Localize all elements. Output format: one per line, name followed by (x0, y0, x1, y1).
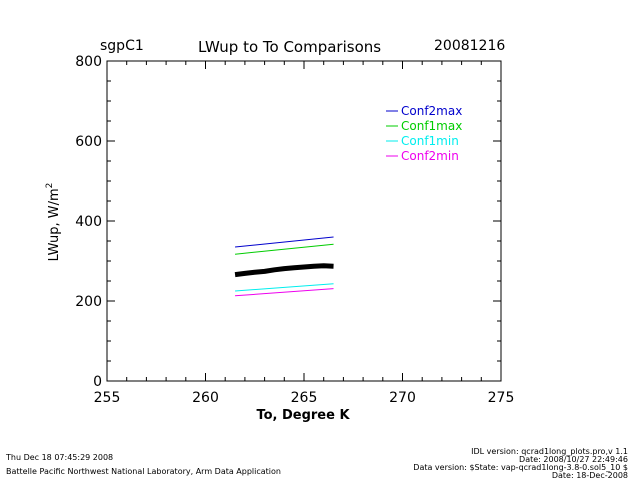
series-line-conf2min (235, 288, 334, 297)
series-line-observed (234, 263, 334, 278)
chart-series (234, 236, 334, 297)
y-tick-label: 0 (93, 374, 102, 390)
footer-timestamp: Thu Dec 18 07:45:29 2008 (6, 453, 114, 462)
legend-label-conf1min: Conf1min (401, 134, 459, 148)
footer-idl-date: Date: 2008/10/27 22:49:46 (519, 455, 628, 464)
y-axis-label-superscript: 2 (45, 183, 55, 189)
x-tick-label: 270 (389, 390, 416, 406)
footer-data-date: Date: 18-Dec-2008 (551, 471, 628, 480)
footer-lab: Battelle Pacific Northwest National Labo… (6, 467, 281, 476)
series-line-conf1max (234, 243, 334, 255)
footer-idl-version: IDL version: qcrad1long_plots.pro,v 1.1 (471, 447, 628, 456)
y-tick-label: 600 (75, 134, 102, 150)
chart-date: 20081216 (434, 38, 506, 54)
y-tick-label: 800 (75, 54, 102, 70)
legend-label-conf1max: Conf1max (401, 119, 462, 133)
y-tick-label: 400 (75, 214, 102, 230)
chart-axes: 255 260 265 270 275 0 200 400 600 800 (75, 54, 514, 406)
x-tick-label: 255 (94, 390, 121, 406)
y-axis-label: LWup, W/m2 (45, 183, 62, 262)
site-label: sgpC1 (100, 38, 144, 54)
legend-label-conf2max: Conf2max (401, 104, 462, 118)
footer-data-version: Data version: $State: vap-qcrad1long-3.8… (413, 463, 628, 472)
x-tick-label: 260 (192, 390, 219, 406)
x-tick-label: 265 (291, 390, 318, 406)
legend-label-conf2min: Conf2min (401, 149, 459, 163)
x-axis-label: To, Degree K (256, 408, 350, 423)
chart-title: LWup to To Comparisons (198, 38, 382, 56)
series-line-conf1min (235, 283, 334, 292)
y-axis-label-text: LWup, W/m (47, 188, 62, 261)
series-line-conf2max (234, 236, 334, 248)
x-tick-label: 275 (488, 390, 515, 406)
y-tick-label: 200 (75, 294, 102, 310)
